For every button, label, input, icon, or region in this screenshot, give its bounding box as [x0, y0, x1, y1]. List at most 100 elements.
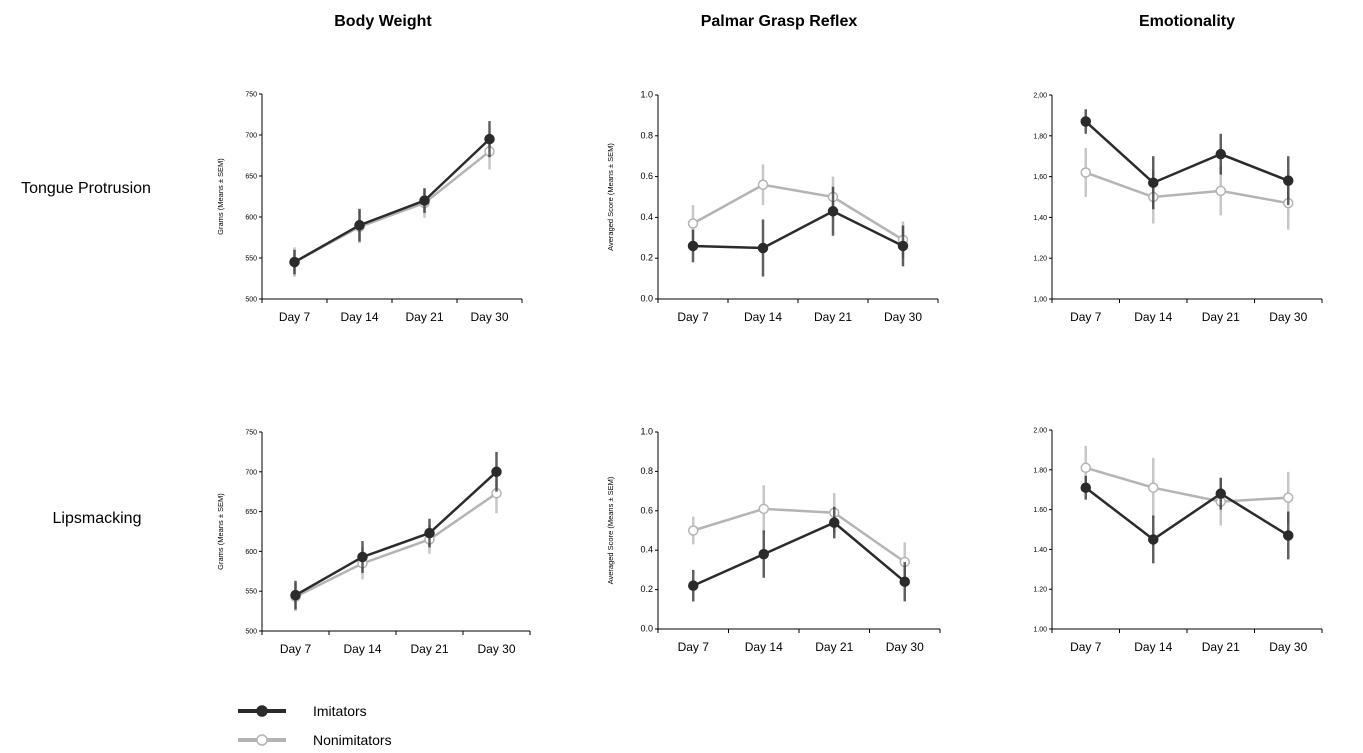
series-line-imitators	[1084, 120, 1289, 185]
y-tick-label: 500	[245, 629, 257, 636]
y-tick-label: 1,20	[1033, 256, 1047, 263]
x-tick-label: Day 21	[410, 642, 448, 656]
data-point-nonimitators	[688, 525, 699, 536]
data-point-imitators	[1215, 488, 1226, 499]
y-tick-label: 0.4	[640, 545, 653, 555]
x-tick-label: Day 21	[814, 310, 852, 324]
x-tick-label: Day 30	[1269, 310, 1307, 324]
x-tick-label: Day 7	[677, 310, 709, 324]
data-point-imitators	[899, 576, 910, 587]
data-point-imitators	[1080, 116, 1091, 127]
y-tick-label: 0.4	[640, 212, 653, 222]
y-tick-label: 1.80	[1033, 467, 1047, 474]
data-point-imitators	[484, 133, 495, 145]
y-axis-label: Grams (Means ± SEM)	[216, 493, 225, 570]
x-tick-label: Day 14	[1134, 310, 1172, 324]
x-tick-label: Day 30	[470, 310, 508, 324]
y-tick-label: 2,00	[1033, 93, 1047, 100]
x-tick-label: Day 30	[884, 310, 922, 324]
y-tick-label: 600	[245, 549, 257, 556]
x-tick-label: Day 7	[1070, 640, 1102, 654]
y-tick-label: 0.6	[640, 505, 653, 515]
data-point-nonimitators	[1148, 482, 1159, 493]
data-point-imitators	[1148, 534, 1159, 545]
series-line-nonimitators	[692, 507, 906, 564]
data-point-imitators	[290, 589, 301, 601]
y-tick-label: 0.8	[640, 130, 653, 140]
data-point-imitators	[687, 240, 699, 252]
y-tick-label: 0.8	[640, 466, 653, 476]
legend: Imitators Nonimitators	[238, 703, 392, 748]
x-tick-label: Day 21	[1202, 310, 1240, 324]
x-tick-label: Day 30	[886, 640, 924, 654]
data-point-imitators	[757, 242, 769, 254]
y-tick-label: 550	[245, 256, 257, 263]
data-point-imitators	[354, 219, 365, 231]
y-tick-label: 1.20	[1033, 587, 1047, 594]
panel-lipsmacking-palmar-grasp: 0.0 0.2 0.4 0.6 0.8 1.0 Day 7 Day 14 Day 21 Day 3…	[606, 427, 941, 654]
series-line-imitators	[692, 209, 904, 250]
series-line-nonimitators	[692, 183, 904, 241]
legend-label-nonimitators: Nonimitators	[313, 732, 392, 748]
x-tick-label: Day 14	[340, 310, 378, 324]
data-point-imitators	[289, 256, 300, 268]
y-tick-label: 1,00	[1033, 297, 1047, 304]
panel-lipsmacking-emotionality: 1.00 1.20 1.40 1.60 1.80 2.00 Day 7 Day 14 Day 2…	[1033, 428, 1323, 654]
data-point-imitators	[1215, 148, 1226, 160]
legend-marker-nonimitators	[256, 734, 268, 746]
x-tick-label: Day 7	[280, 642, 312, 656]
x-tick-label: Day 21	[815, 640, 853, 654]
x-tick-label: Day 7	[678, 640, 710, 654]
x-tick-label: Day 7	[1070, 310, 1102, 324]
y-axis-label: Grams (Means ± SEM)	[216, 158, 225, 235]
data-point-imitators	[1283, 530, 1294, 541]
panel-tongue-body-weight: 500 550 600 650 700 750 Day 7 Day 14 Day 21 Day 3…	[216, 92, 523, 324]
y-axis-label: Averaged Score (Means ± SEM)	[606, 476, 615, 584]
row-label-lipsmacking: Lipsmacking	[53, 510, 142, 527]
x-tick-label: Day 30	[477, 642, 515, 656]
row-label-tongue-protrusion: Tongue Protrusion	[21, 180, 151, 197]
y-tick-label: 1.00	[1033, 627, 1047, 634]
data-point-imitators	[1283, 175, 1294, 186]
y-tick-label: 700	[245, 469, 257, 476]
series-line-nonimitators	[294, 492, 498, 598]
y-tick-label: 0.2	[640, 253, 653, 263]
x-tick-label: Day 21	[1202, 640, 1240, 654]
y-tick-label: 2.00	[1033, 428, 1047, 435]
column-title-body-weight: Body Weight	[334, 13, 432, 30]
x-tick-label: Day 30	[1269, 640, 1307, 654]
y-tick-label: 750	[245, 430, 257, 437]
data-point-nonimitators	[757, 179, 769, 191]
data-point-nonimitators	[1283, 492, 1294, 503]
data-point-nonimitators	[1080, 167, 1091, 178]
data-point-nonimitators	[758, 503, 769, 515]
column-title-emotionality: Emotionality	[1139, 13, 1235, 30]
data-point-imitators	[491, 466, 502, 478]
data-point-imitators	[419, 195, 430, 206]
y-tick-label: 0.2	[640, 584, 653, 594]
panel-tongue-emotionality: 1,00 1,20 1,40 1,60 1,80 2,00 Day 7 Day 14 Day 2…	[1033, 93, 1323, 324]
series-line-imitators	[692, 521, 906, 587]
series-line-nonimitators	[1085, 171, 1289, 205]
y-tick-label: 1.40	[1033, 547, 1047, 554]
y-tick-label: 600	[245, 215, 257, 222]
column-title-palmar-grasp-reflex: Palmar Grasp Reflex	[701, 13, 858, 30]
y-tick-label: 1,80	[1033, 133, 1047, 140]
x-tick-label: Day 21	[405, 310, 443, 324]
data-point-imitators	[829, 517, 840, 528]
series-line-imitators	[293, 138, 491, 264]
data-point-imitators	[688, 580, 699, 591]
data-point-imitators	[1148, 177, 1159, 188]
y-tick-label: 1,60	[1033, 174, 1047, 181]
data-point-imitators	[827, 206, 839, 217]
x-tick-label: Day 7	[279, 310, 311, 324]
data-point-nonimitators	[1080, 462, 1091, 474]
y-tick-label: 650	[245, 174, 257, 181]
data-point-imitators	[357, 551, 368, 563]
y-tick-label: 1,40	[1033, 215, 1047, 222]
y-tick-label: 0.6	[640, 171, 653, 181]
y-tick-label: 1.0	[640, 90, 653, 100]
y-tick-label: 550	[245, 589, 257, 596]
x-tick-label: Day 14	[745, 640, 783, 654]
